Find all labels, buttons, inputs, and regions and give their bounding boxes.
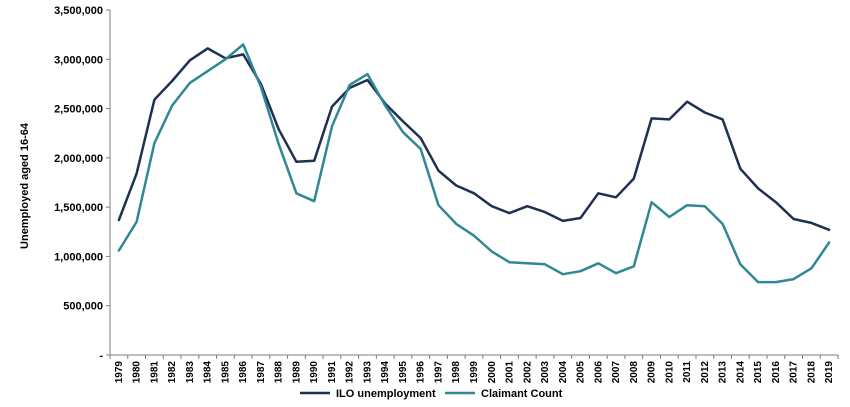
x-tick-label: 1991 — [327, 361, 338, 384]
y-tick-label: 1,000,000 — [54, 251, 103, 263]
x-tick-label: 1979 — [114, 361, 125, 384]
x-tick-label: 2018 — [806, 361, 817, 384]
x-tick-label: 1992 — [345, 361, 356, 384]
x-tick-label: 1988 — [274, 361, 285, 384]
x-tick-label: 1981 — [149, 361, 160, 384]
x-tick-label: 2017 — [789, 361, 800, 384]
x-tick-label: 2006 — [593, 361, 604, 384]
x-tick-label: 2000 — [487, 361, 498, 384]
x-tick-label: 2012 — [700, 361, 711, 384]
x-tick-label: 2009 — [647, 361, 658, 384]
x-tick-label: 1980 — [132, 361, 143, 384]
x-tick-label: 2013 — [718, 361, 729, 384]
y-tick-label: 2,500,000 — [54, 104, 103, 116]
x-tick-label: 2010 — [664, 361, 675, 384]
y-tick-label: 2,000,000 — [54, 153, 103, 165]
x-tick-label: 1982 — [167, 361, 178, 384]
y-tick-label: 3,000,000 — [54, 54, 103, 66]
y-axis-title: Unemployed aged 16-64 — [19, 122, 31, 249]
x-tick-label: 2003 — [540, 361, 551, 384]
x-tick-label: 1983 — [185, 361, 196, 384]
x-tick-label: 2005 — [576, 361, 587, 384]
x-tick-label: 2011 — [682, 361, 693, 383]
series-line-ilo-unemployment — [117, 47, 831, 232]
y-axis: - 500,000 1,000,000 1,500,000 2,000,000 2,500… — [54, 5, 111, 362]
x-tick-label: 1985 — [220, 361, 231, 384]
x-tick-label: 1986 — [238, 361, 249, 384]
y-tick-label: - — [99, 350, 103, 362]
x-tick-label: 2001 — [505, 361, 516, 384]
x-tick-label: 1998 — [451, 361, 462, 384]
x-tick-label: 2008 — [629, 361, 640, 384]
legend-label: ILO unemployment — [336, 388, 436, 400]
x-tick-label: 2016 — [771, 361, 782, 384]
x-tick-label: 2007 — [611, 361, 622, 384]
series-line-claimant-count — [117, 43, 831, 284]
x-tick-label: 2004 — [558, 361, 569, 384]
x-axis: 1979 1980 1981 1982 1983 1984 1985 1986 1987 1988… — [109, 354, 839, 384]
x-tick-label: 2002 — [522, 361, 533, 384]
x-tick-label: 1997 — [433, 361, 444, 384]
x-tick-label: 1989 — [291, 361, 302, 384]
x-tick-label: 1996 — [416, 361, 427, 384]
x-tick-label: 1999 — [469, 361, 480, 384]
x-tick-label: 2014 — [735, 361, 746, 384]
x-tick-label: 1995 — [398, 361, 409, 384]
legend: ILO unemployment Claimant Count — [300, 388, 563, 400]
y-tick-label: 1,500,000 — [54, 202, 103, 214]
legend-label: Claimant Count — [481, 388, 563, 400]
x-tick-label: 2019 — [824, 361, 835, 384]
x-tick-label: 1994 — [380, 361, 391, 384]
x-tick-label: 1990 — [309, 361, 320, 384]
y-tick-label: 500,000 — [63, 301, 103, 313]
x-tick-label: 2015 — [753, 361, 764, 384]
x-tick-label: 1984 — [203, 361, 214, 384]
series-lines — [117, 43, 831, 284]
x-tick-label: 1993 — [362, 361, 373, 384]
y-tick-label: 3,500,000 — [54, 5, 103, 17]
x-tick-label: 1987 — [256, 361, 267, 384]
